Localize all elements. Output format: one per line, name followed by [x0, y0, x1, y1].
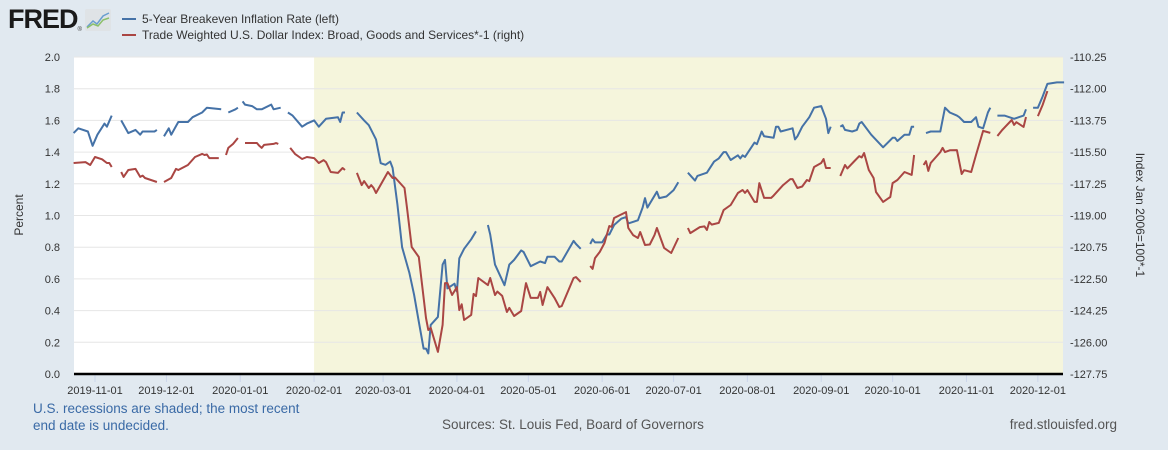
- dollar-index-line-segment: [120, 167, 158, 183]
- breakeven-line-segment: [839, 121, 915, 149]
- breakeven-line-segment: [1033, 81, 1065, 109]
- dollar-index-line-segment: [996, 116, 1027, 137]
- x-tick-label: 2019-11-01: [67, 385, 122, 397]
- x-tick-label: 2020-05-01: [500, 385, 556, 397]
- x-tick-label: 2020-09-01: [793, 385, 849, 397]
- fred-logo[interactable]: FRED ®: [8, 6, 111, 33]
- x-tick-label: 2020-10-01: [864, 385, 920, 397]
- dollar-index-line-segment: [686, 158, 831, 235]
- y-tick-label-left: 1.4: [45, 147, 60, 159]
- x-tick-label: 2020-02-01: [286, 385, 342, 397]
- y-tick-label-right: -126.00: [1070, 337, 1107, 349]
- registered-mark: ®: [77, 27, 82, 33]
- y-tick-label-left: 1.0: [45, 211, 60, 223]
- legend-item-breakeven[interactable]: 5-Year Breakeven Inflation Rate (left): [122, 11, 524, 27]
- x-tick-label: 2020-04-01: [429, 385, 485, 397]
- dollar-index-line-segment: [1036, 90, 1049, 117]
- x-tick-label: 2020-07-01: [645, 385, 701, 397]
- recession-note-line2: end date is undecided.: [33, 418, 169, 433]
- x-tick-label: 2020-12-01: [1010, 385, 1066, 397]
- chart-legend: 5-Year Breakeven Inflation Rate (left) T…: [122, 11, 524, 43]
- y-tick-label-right: -124.25: [1070, 306, 1107, 318]
- y-tick-label-left: 1.6: [45, 115, 60, 127]
- dollar-index-line-segment: [355, 171, 582, 353]
- x-tick-label: 2020-03-01: [355, 385, 411, 397]
- breakeven-line-segment: [227, 106, 239, 114]
- y-axis-title-left: Percent: [12, 194, 26, 236]
- legend-swatch-red: [122, 34, 136, 36]
- y-tick-label-right: -117.25: [1070, 179, 1107, 191]
- dollar-index-line-segment: [163, 152, 219, 183]
- legend-item-dollar-index[interactable]: Trade Weighted U.S. Dollar Index: Broad,…: [122, 27, 524, 43]
- x-tick-label: 2020-01-01: [212, 385, 268, 397]
- dollar-index-line-segment: [922, 129, 991, 175]
- y-tick-label-left: 0.4: [45, 306, 60, 318]
- y-tick-label-left: 0.8: [45, 242, 60, 254]
- x-tick-label: 2020-11-01: [939, 385, 994, 397]
- legend-label: 5-Year Breakeven Inflation Rate (left): [142, 12, 339, 26]
- x-tick-label: 2020-08-01: [719, 385, 775, 397]
- dollar-index-line-segment: [225, 137, 239, 156]
- y-tick-label-left: 1.2: [45, 179, 60, 191]
- fred-chart-icon: [84, 8, 111, 31]
- breakeven-line-segment: [687, 105, 832, 182]
- recession-note: U.S. recessions are shaded; the most rec…: [33, 400, 299, 434]
- y-tick-label-right: -120.75: [1070, 242, 1107, 254]
- recession-note-line1: U.S. recessions are shaded; the most rec…: [33, 401, 300, 416]
- breakeven-line-segment: [287, 111, 345, 128]
- x-tick-label: 2019-12-01: [138, 385, 194, 397]
- breakeven-line-segment: [925, 106, 992, 135]
- breakeven-line-segment: [486, 224, 582, 287]
- y-tick-label-right: -122.50: [1070, 274, 1107, 286]
- y-tick-label-left: 1.8: [45, 84, 60, 96]
- legend-label: Trade Weighted U.S. Dollar Index: Broad,…: [142, 28, 525, 42]
- breakeven-line-segment: [72, 115, 113, 147]
- y-tick-label-right: -110.25: [1070, 52, 1107, 64]
- dollar-index-line-segment: [245, 142, 279, 149]
- sources-text: Sources: St. Louis Fed, Board of Governo…: [442, 417, 704, 432]
- fred-url-link[interactable]: fred.stlouisfed.org: [1009, 417, 1117, 432]
- y-tick-label-right: -115.50: [1070, 147, 1107, 159]
- y-tick-label-right: -112.00: [1070, 84, 1107, 96]
- y-tick-label-right: -127.75: [1070, 369, 1107, 381]
- y-tick-label-right: -113.75: [1070, 115, 1107, 127]
- dollar-index-line-segment: [289, 147, 346, 174]
- legend-swatch-blue: [122, 18, 136, 20]
- dollar-index-line-segment: [589, 211, 680, 270]
- x-tick-label: 2020-06-01: [574, 385, 630, 397]
- fred-logo-text: FRED: [8, 4, 78, 34]
- breakeven-line-segment: [120, 119, 158, 136]
- breakeven-line-segment: [163, 106, 222, 137]
- y-tick-label-left: 0.2: [45, 337, 60, 349]
- y-axis-title-right: Index Jan 2006=100*-1: [1133, 153, 1147, 278]
- y-tick-label-left: 2.0: [45, 52, 60, 64]
- breakeven-line-segment: [997, 108, 1027, 120]
- y-tick-label-left: 0.6: [45, 274, 60, 286]
- y-tick-label-left: 0.0: [45, 369, 60, 381]
- dollar-index-line-segment: [839, 152, 916, 203]
- dollar-index-line-segment: [73, 156, 113, 168]
- y-tick-label-right: -119.00: [1070, 211, 1107, 223]
- breakeven-line-segment: [241, 100, 281, 111]
